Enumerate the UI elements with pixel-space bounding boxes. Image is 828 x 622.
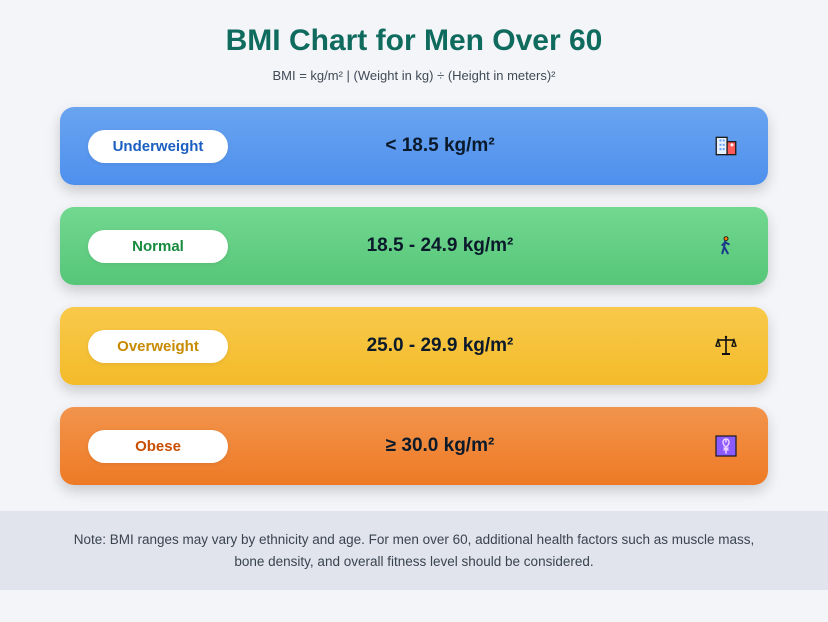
page-title: BMI Chart for Men Over 60 bbox=[226, 24, 603, 58]
row-overweight: Overweight 25.0 - 29.9 kg/m² bbox=[60, 307, 768, 385]
medical-icon bbox=[712, 432, 740, 460]
badge-obese: Obese bbox=[88, 430, 228, 463]
note-box: Note: BMI ranges may vary by ethnicity a… bbox=[0, 511, 828, 590]
row-underweight: Underweight < 18.5 kg/m² bbox=[60, 107, 768, 185]
scales-icon bbox=[712, 332, 740, 360]
range-underweight: < 18.5 kg/m² bbox=[228, 135, 712, 157]
row-obese: Obese ≥ 30.0 kg/m² bbox=[60, 407, 768, 485]
badge-normal: Normal bbox=[88, 230, 228, 263]
badge-underweight: Underweight bbox=[88, 130, 228, 163]
category-rows: Underweight < 18.5 kg/m² Normal 18.5 - 2 bbox=[60, 107, 768, 485]
walking-icon bbox=[712, 232, 740, 260]
formula-subtitle: BMI = kg/m² | (Weight in kg) ÷ (Height i… bbox=[273, 68, 556, 83]
bmi-infographic: BMI Chart for Men Over 60 BMI = kg/m² | … bbox=[0, 0, 828, 485]
range-normal: 18.5 - 24.9 kg/m² bbox=[228, 235, 712, 257]
hospital-icon bbox=[712, 132, 740, 160]
range-obese: ≥ 30.0 kg/m² bbox=[228, 435, 712, 457]
row-normal: Normal 18.5 - 24.9 kg/m² bbox=[60, 207, 768, 285]
badge-overweight: Overweight bbox=[88, 330, 228, 363]
range-overweight: 25.0 - 29.9 kg/m² bbox=[228, 335, 712, 357]
